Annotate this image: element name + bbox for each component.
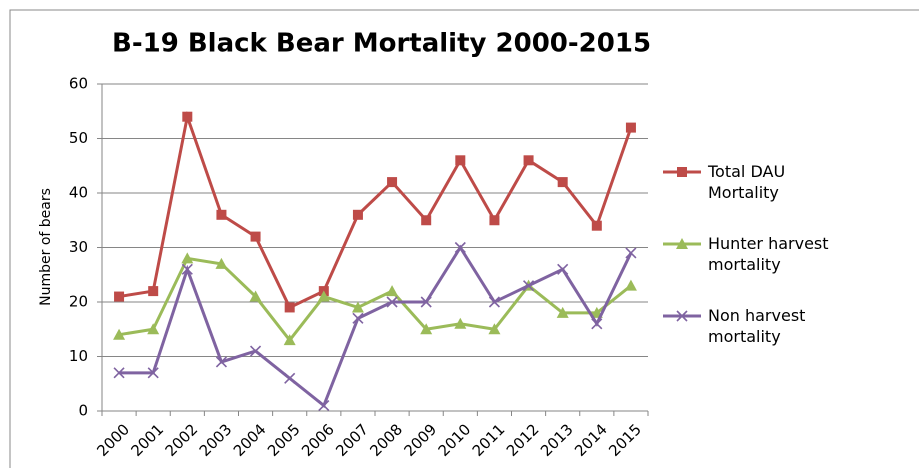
marker xyxy=(676,238,688,249)
marker xyxy=(216,209,227,220)
y-tick-label: 40 xyxy=(69,184,88,202)
x-tick-label: 2006 xyxy=(298,420,338,460)
x-tick-label: 2001 xyxy=(127,420,167,460)
y-tick-label: 0 xyxy=(78,402,88,420)
marker xyxy=(591,220,602,231)
marker xyxy=(488,323,501,335)
marker xyxy=(677,167,687,177)
marker xyxy=(147,367,159,379)
chart-title: B-19 Black Bear Mortality 2000-2015 xyxy=(112,29,651,59)
marker xyxy=(113,367,125,379)
marker xyxy=(489,215,500,226)
x-tick-label: 2009 xyxy=(400,420,440,460)
marker xyxy=(352,209,363,220)
marker xyxy=(454,317,467,329)
x-tick-label: 2007 xyxy=(332,420,372,460)
marker xyxy=(283,334,296,346)
y-tick-label: 60 xyxy=(69,75,88,93)
x-tick-label: 2000 xyxy=(93,420,133,460)
marker xyxy=(250,231,261,242)
marker xyxy=(420,296,432,308)
marker xyxy=(249,345,262,357)
marker xyxy=(113,328,126,340)
legend-label: Hunter harvest mortality xyxy=(708,234,829,274)
marker xyxy=(215,257,228,269)
x-tick-label: 2010 xyxy=(435,420,475,460)
legend-label: Non harvest mortality xyxy=(708,306,806,346)
marker xyxy=(556,306,569,318)
marker xyxy=(181,263,193,275)
marker xyxy=(181,252,194,264)
marker xyxy=(284,302,295,313)
marker xyxy=(114,291,125,302)
x-tick-label: 2005 xyxy=(264,420,304,460)
marker xyxy=(624,279,637,291)
marker xyxy=(557,177,568,188)
x-tick-label: 2004 xyxy=(230,420,270,460)
marker xyxy=(351,301,364,313)
marker xyxy=(317,290,330,302)
legend-label: Total DAU Mortality xyxy=(708,162,786,202)
marker xyxy=(386,296,398,308)
marker xyxy=(318,399,330,412)
marker xyxy=(182,111,193,122)
marker xyxy=(352,312,364,324)
marker xyxy=(148,286,159,297)
x-tick-label: 2014 xyxy=(571,420,611,460)
x-tick-label: 2002 xyxy=(162,420,202,460)
y-tick-label: 30 xyxy=(69,238,88,256)
series-line xyxy=(118,110,633,310)
marker xyxy=(625,122,636,133)
marker xyxy=(676,310,688,322)
y-tick-label: 50 xyxy=(69,129,88,147)
marker xyxy=(454,241,466,254)
x-tick-label: 2003 xyxy=(196,420,236,460)
marker xyxy=(523,155,534,166)
x-tick-label: 2011 xyxy=(469,420,509,460)
marker xyxy=(387,177,398,188)
y-axis-label: Number of bears xyxy=(38,188,54,306)
marker xyxy=(249,290,262,302)
x-tick-label: 2013 xyxy=(537,420,577,460)
marker xyxy=(420,323,433,335)
series-line xyxy=(119,244,633,408)
marker xyxy=(557,263,569,275)
frame xyxy=(9,9,919,468)
y-tick-label: 20 xyxy=(69,293,88,311)
marker xyxy=(147,323,160,335)
x-tick-label: 2012 xyxy=(503,420,543,460)
x-tick-label: 2015 xyxy=(605,420,645,460)
marker xyxy=(522,280,535,292)
marker xyxy=(215,356,228,368)
marker xyxy=(455,155,466,166)
y-tick-label: 10 xyxy=(69,347,88,365)
marker xyxy=(625,247,637,259)
series-line xyxy=(118,256,632,343)
marker xyxy=(488,296,501,308)
marker xyxy=(386,285,399,297)
x-tick-label: 2008 xyxy=(366,420,406,460)
marker xyxy=(421,215,432,226)
marker xyxy=(284,372,296,384)
marker xyxy=(591,318,603,330)
